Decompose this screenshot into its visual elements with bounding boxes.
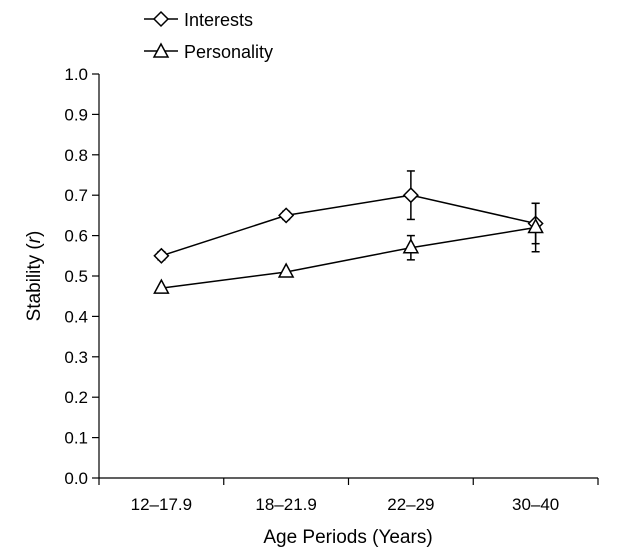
- series-personality: [153, 202, 544, 294]
- data-point-diamond: [402, 187, 419, 204]
- x-tick-label: 22–29: [387, 495, 434, 514]
- y-tick-label: 0.3: [64, 348, 88, 367]
- y-axis-title-prefix: Stability (: [24, 243, 45, 322]
- y-tick-label: 1.0: [64, 65, 88, 84]
- y-axis-title-suffix: ): [24, 231, 45, 237]
- series-line-interests: [161, 194, 536, 257]
- y-tick-label: 0.6: [64, 227, 88, 246]
- y-axis-title-italic: r: [24, 236, 45, 243]
- y-axis-ticks: 0.0 0.1 0.2 0.3 0.4 0.5 0.6 0.7 0.8 0.9 1.0: [64, 65, 99, 488]
- x-tick-label: 30–40: [512, 495, 559, 514]
- y-axis-title: Stability (r): [24, 231, 45, 322]
- data-point-diamond: [278, 207, 295, 224]
- legend-label-personality: Personality: [184, 42, 273, 62]
- y-tick-label: 0.7: [64, 186, 88, 205]
- data-point-triangle: [277, 262, 295, 278]
- series-layer: [153, 170, 544, 294]
- legend-triangle-marker: [152, 42, 170, 58]
- data-point-triangle: [402, 238, 420, 254]
- x-tick-label: 12–17.9: [131, 495, 192, 514]
- legend: Interests Personality: [144, 10, 273, 62]
- legend-label-interests: Interests: [184, 10, 253, 30]
- legend-diamond-marker: [152, 10, 170, 28]
- legend-item-interests: Interests: [144, 10, 253, 30]
- y-tick-label: 0.0: [64, 469, 88, 488]
- y-tick-label: 0.4: [64, 307, 88, 326]
- data-point-triangle: [527, 217, 544, 234]
- x-tick-label: 18–21.9: [255, 495, 316, 514]
- y-tick-label: 0.1: [64, 429, 88, 448]
- axes: 0.0 0.1 0.2 0.3 0.4 0.5 0.6 0.7 0.8 0.9 1.0 12–17.…: [64, 65, 599, 514]
- data-point-triangle: [153, 278, 170, 294]
- y-tick-label: 0.9: [64, 105, 88, 124]
- data-point-diamond: [153, 247, 170, 264]
- y-tick-label: 0.2: [64, 388, 88, 407]
- y-tick-label: 0.8: [64, 146, 88, 165]
- y-tick-label: 0.5: [64, 267, 88, 286]
- legend-item-personality: Personality: [144, 42, 273, 62]
- series-interests: [153, 170, 544, 264]
- x-axis-title: Age Periods (Years): [263, 527, 432, 548]
- series-line-personality: [161, 226, 536, 289]
- x-axis-ticks: 12–17.9 18–21.9 22–29 30–40: [98, 478, 599, 514]
